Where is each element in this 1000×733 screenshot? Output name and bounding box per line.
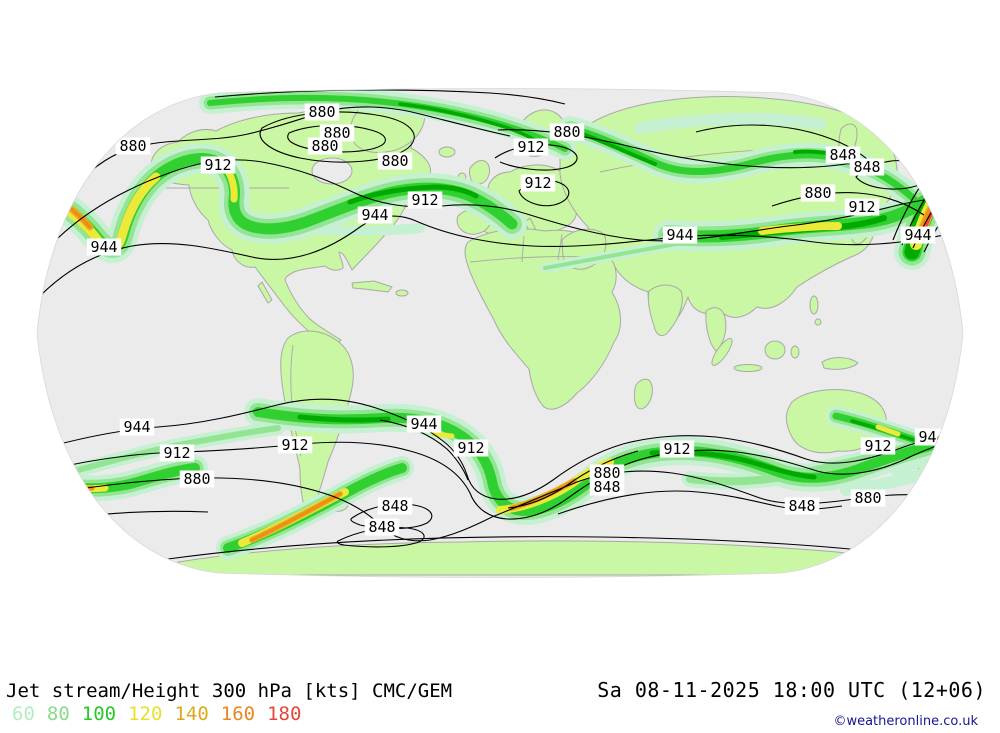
contour-label: 848 bbox=[849, 158, 885, 176]
svg-text:848: 848 bbox=[368, 518, 395, 536]
svg-text:944: 944 bbox=[90, 238, 117, 256]
contour-label: 848 bbox=[364, 518, 400, 536]
svg-text:944: 944 bbox=[361, 206, 388, 224]
contour-label: 880 bbox=[800, 184, 836, 202]
land-sulawesi bbox=[790, 345, 800, 359]
contour-label: 944 bbox=[662, 226, 698, 244]
legend-value-80: 80 bbox=[46, 703, 70, 725]
legend-value-180: 180 bbox=[267, 703, 302, 725]
hudson-bay bbox=[311, 157, 353, 185]
contour-label: 848 bbox=[589, 478, 625, 496]
contour-label: 848 bbox=[784, 497, 820, 515]
svg-text:880: 880 bbox=[119, 137, 146, 155]
contour-label: 912 bbox=[513, 138, 549, 156]
svg-text:912: 912 bbox=[848, 198, 875, 216]
contour-label: 912 bbox=[277, 436, 313, 454]
contour-label: 912 bbox=[200, 156, 236, 174]
legend-value-140: 140 bbox=[174, 703, 209, 725]
land-baja bbox=[257, 281, 273, 304]
land-sumatra bbox=[711, 338, 733, 366]
svg-text:912: 912 bbox=[281, 436, 308, 454]
svg-text:912: 912 bbox=[663, 440, 690, 458]
svg-text:848: 848 bbox=[788, 497, 815, 515]
svg-text:912: 912 bbox=[411, 191, 438, 209]
land-cuba bbox=[351, 280, 393, 293]
contour-label: 912 bbox=[520, 174, 556, 192]
svg-text:880: 880 bbox=[308, 103, 335, 121]
contour-label: 944 bbox=[86, 238, 122, 256]
legend-value-100: 100 bbox=[81, 703, 117, 725]
contour-label: 944 bbox=[357, 206, 393, 224]
land-india bbox=[647, 284, 683, 337]
svg-text:912: 912 bbox=[457, 439, 484, 457]
land-java bbox=[733, 364, 763, 372]
svg-text:848: 848 bbox=[381, 497, 408, 515]
svg-text:944: 944 bbox=[666, 226, 693, 244]
svg-text:944: 944 bbox=[904, 226, 931, 244]
svg-text:912: 912 bbox=[517, 138, 544, 156]
contour-label: 912 bbox=[844, 198, 880, 216]
chart-title: Jet stream/Height 300 hPa [kts] CMC/GEM bbox=[6, 680, 453, 702]
contour-label: 880 bbox=[115, 137, 151, 155]
land-hispaniola bbox=[395, 289, 409, 297]
land-mindanao bbox=[814, 318, 822, 326]
valid-time: Sa 08-11-2025 18:00 UTC (12+06) bbox=[597, 678, 986, 702]
contour-label: 880 bbox=[377, 152, 413, 170]
contour-label: 944 bbox=[914, 428, 950, 446]
contour-label: 912 bbox=[860, 437, 896, 455]
svg-text:880: 880 bbox=[593, 464, 620, 482]
jet-legend: 60 80 100 120 140 160 180 bbox=[12, 703, 313, 725]
contour-label: 880 bbox=[850, 489, 886, 507]
svg-text:912: 912 bbox=[204, 156, 231, 174]
contour-label: 848 bbox=[377, 497, 413, 515]
svg-text:880: 880 bbox=[804, 184, 831, 202]
legend-value-60: 60 bbox=[12, 703, 35, 725]
land-uk bbox=[469, 160, 491, 185]
svg-text:848: 848 bbox=[853, 158, 880, 176]
contour-label: 944 bbox=[900, 226, 936, 244]
svg-text:880: 880 bbox=[553, 123, 580, 141]
svg-text:912: 912 bbox=[524, 174, 551, 192]
svg-text:848: 848 bbox=[593, 478, 620, 496]
contour-label: 880 bbox=[304, 103, 340, 121]
land-philippines bbox=[809, 295, 819, 315]
svg-text:912: 912 bbox=[864, 437, 891, 455]
svg-text:880: 880 bbox=[381, 152, 408, 170]
land-iceland bbox=[438, 146, 456, 158]
contour-label: 912 bbox=[659, 440, 695, 458]
contour-label: 912 bbox=[453, 439, 489, 457]
svg-text:880: 880 bbox=[311, 137, 338, 155]
land-new-guinea bbox=[821, 357, 859, 370]
contour-label: 944 bbox=[406, 415, 442, 433]
contour-label: 944 bbox=[119, 418, 155, 436]
border-sahara-1 bbox=[521, 235, 525, 263]
legend-value-120: 120 bbox=[128, 703, 163, 725]
contour-label: 880 bbox=[549, 123, 585, 141]
legend-value-160: 160 bbox=[220, 703, 256, 725]
svg-text:944: 944 bbox=[123, 418, 150, 436]
contour-label: 912 bbox=[407, 191, 443, 209]
contour-label: 880 bbox=[589, 464, 625, 482]
svg-text:880: 880 bbox=[183, 470, 210, 488]
land-indochina bbox=[705, 307, 727, 352]
land-nz-south bbox=[926, 475, 938, 489]
land-borneo bbox=[764, 340, 786, 360]
land-madagascar bbox=[633, 378, 653, 410]
border-sahara-2 bbox=[557, 233, 563, 261]
contour-label: 880 bbox=[307, 137, 343, 155]
copyright-text: ©weatheronline.co.uk bbox=[833, 714, 978, 729]
contour-label: 912 bbox=[159, 444, 195, 462]
contour-label: 880 bbox=[179, 470, 215, 488]
svg-text:880: 880 bbox=[854, 489, 881, 507]
svg-text:912: 912 bbox=[163, 444, 190, 462]
svg-text:944: 944 bbox=[410, 415, 437, 433]
